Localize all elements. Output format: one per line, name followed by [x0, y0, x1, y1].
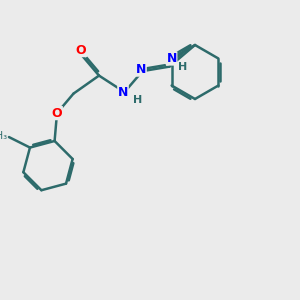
Text: N: N	[136, 63, 146, 76]
Text: H: H	[178, 61, 188, 72]
Text: CH₃: CH₃	[0, 130, 8, 141]
Text: N: N	[118, 85, 128, 99]
Text: H: H	[134, 94, 142, 105]
Text: N: N	[167, 52, 177, 65]
Text: O: O	[52, 106, 62, 120]
Text: O: O	[76, 44, 86, 57]
